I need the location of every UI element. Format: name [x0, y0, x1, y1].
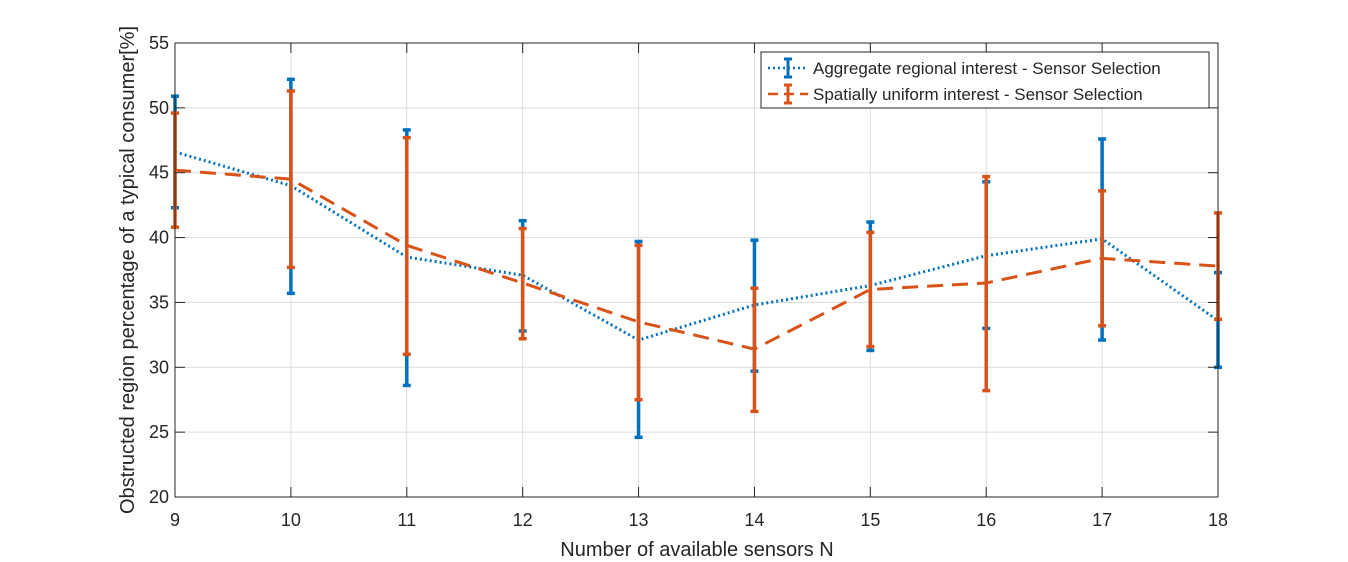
plot-area-background — [175, 43, 1218, 497]
x-tick-label-11: 11 — [397, 510, 416, 530]
axis-ticks — [174, 42, 1219, 498]
tick-labels: 9 10 11 12 13 14 15 16 17 18 20 25 30 35 40 45 50 55 — [149, 33, 1228, 530]
y-tick-label-45: 45 — [149, 163, 169, 183]
x-tick-label-9: 9 — [170, 510, 180, 530]
x-axis-label: Number of available sensors N — [560, 539, 833, 561]
x-tick-label-10: 10 — [281, 510, 301, 530]
x-tick-label-18: 18 — [1208, 510, 1228, 530]
series-line-uniform — [174, 168, 1219, 351]
x-tick-label-12: 12 — [513, 510, 533, 530]
legend-entry-uniform: Spatially uniform interest - Sensor Sele… — [768, 83, 1143, 105]
series-layer — [171, 77, 1222, 440]
y-tick-label-50: 50 — [149, 98, 169, 118]
legend-entry-aggregate: Aggregate regional interest - Sensor Sel… — [768, 57, 1161, 79]
y-tick-label-40: 40 — [149, 228, 169, 248]
y-tick-label-55: 55 — [149, 33, 169, 53]
y-tick-label-35: 35 — [149, 292, 169, 312]
y-tick-label-20: 20 — [149, 487, 169, 507]
series-uniform — [171, 89, 1222, 414]
legend: Aggregate regional interest - Sensor Sel… — [760, 51, 1210, 109]
x-tick-label-15: 15 — [860, 510, 880, 530]
x-tick-label-17: 17 — [1092, 510, 1112, 530]
x-tick-label-13: 13 — [629, 510, 649, 530]
y-tick-label-30: 30 — [149, 357, 169, 377]
y-tick-label-25: 25 — [149, 422, 169, 442]
x-tick-label-16: 16 — [976, 510, 996, 530]
x-tick-label-14: 14 — [744, 510, 764, 530]
legend-label-uniform: Spatially uniform interest - Sensor Sele… — [813, 85, 1143, 104]
plot-frame — [174, 42, 1219, 498]
legend-label-aggregate: Aggregate regional interest - Sensor Sel… — [813, 59, 1161, 78]
y-axis-label: Obstructed region percentage of a typica… — [117, 26, 139, 514]
legend-box — [760, 51, 1210, 109]
